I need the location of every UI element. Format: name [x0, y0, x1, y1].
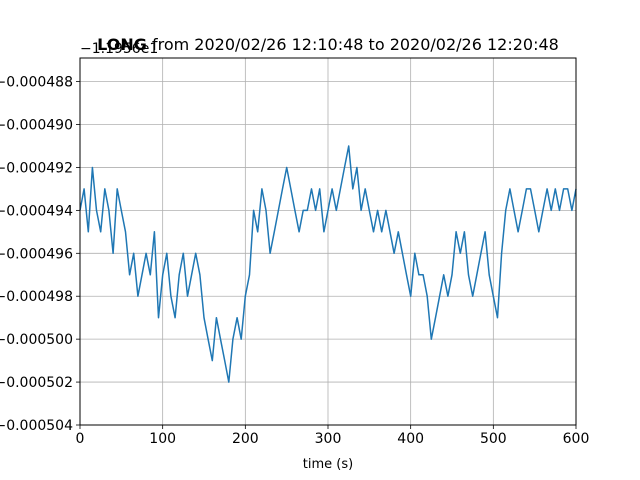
y-tick-label: −0.000504: [0, 418, 73, 434]
x-tick-label: 300: [315, 431, 342, 447]
y-offset-text: −1.1956e1: [80, 41, 158, 57]
x-tick-label: 100: [149, 431, 176, 447]
x-tick-label: 400: [397, 431, 424, 447]
x-tick-label: 600: [563, 431, 590, 447]
chart-title-bold: LONG: [97, 35, 147, 54]
y-tick-label: −0.000498: [0, 289, 73, 305]
series-line: [79, 145, 577, 383]
x-tick-label: 200: [232, 431, 259, 447]
y-tick-label: −0.000500: [0, 332, 73, 348]
x-tick-label: 500: [480, 431, 507, 447]
plot-area: [79, 145, 577, 383]
chart-title: LONG from 2020/02/26 12:10:48 to 2020/02…: [97, 35, 559, 54]
x-axis-label: time (s): [303, 457, 353, 472]
ticks: 0 100 200 300 400 500 600 −0.000504 −0.000502 −0.…: [0, 75, 589, 447]
y-tick-label: −0.000494: [0, 203, 73, 219]
x-tick-label: 0: [76, 431, 85, 447]
y-tick-label: −0.000490: [0, 118, 73, 134]
y-tick-label: −0.000492: [0, 160, 73, 176]
y-tick-label: −0.000502: [0, 375, 73, 391]
chart-title-rest: from 2020/02/26 12:10:48 to 2020/02/26 1…: [147, 35, 559, 54]
y-tick-label: −0.000496: [0, 246, 73, 262]
y-tick-label: −0.000488: [0, 75, 73, 91]
